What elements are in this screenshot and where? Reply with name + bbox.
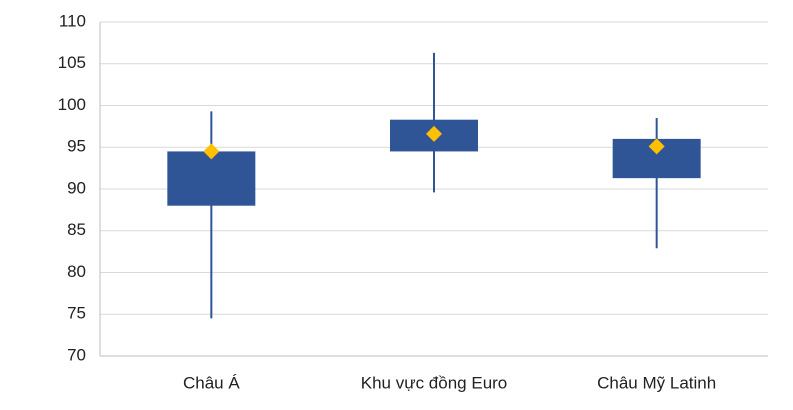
- y-tick-label: 95: [67, 137, 86, 156]
- y-tick-label: 70: [67, 345, 86, 364]
- y-tick-label: 80: [67, 262, 86, 281]
- y-tick-label: 110: [59, 11, 86, 30]
- x-tick-label: Châu Mỹ Latinh: [597, 373, 716, 392]
- marker: [648, 138, 665, 155]
- y-tick-label: 90: [67, 178, 86, 197]
- y-tick-label: 100: [58, 95, 86, 114]
- box: [167, 151, 256, 206]
- y-tick-label: 85: [67, 220, 86, 239]
- x-tick-label: Châu Á: [183, 373, 240, 392]
- marker: [203, 143, 220, 160]
- marker: [426, 125, 442, 142]
- x-tick-label: Khu vực đồng Euro: [361, 373, 508, 392]
- y-tick-label: 75: [67, 304, 86, 323]
- y-tick-label: 105: [58, 53, 86, 72]
